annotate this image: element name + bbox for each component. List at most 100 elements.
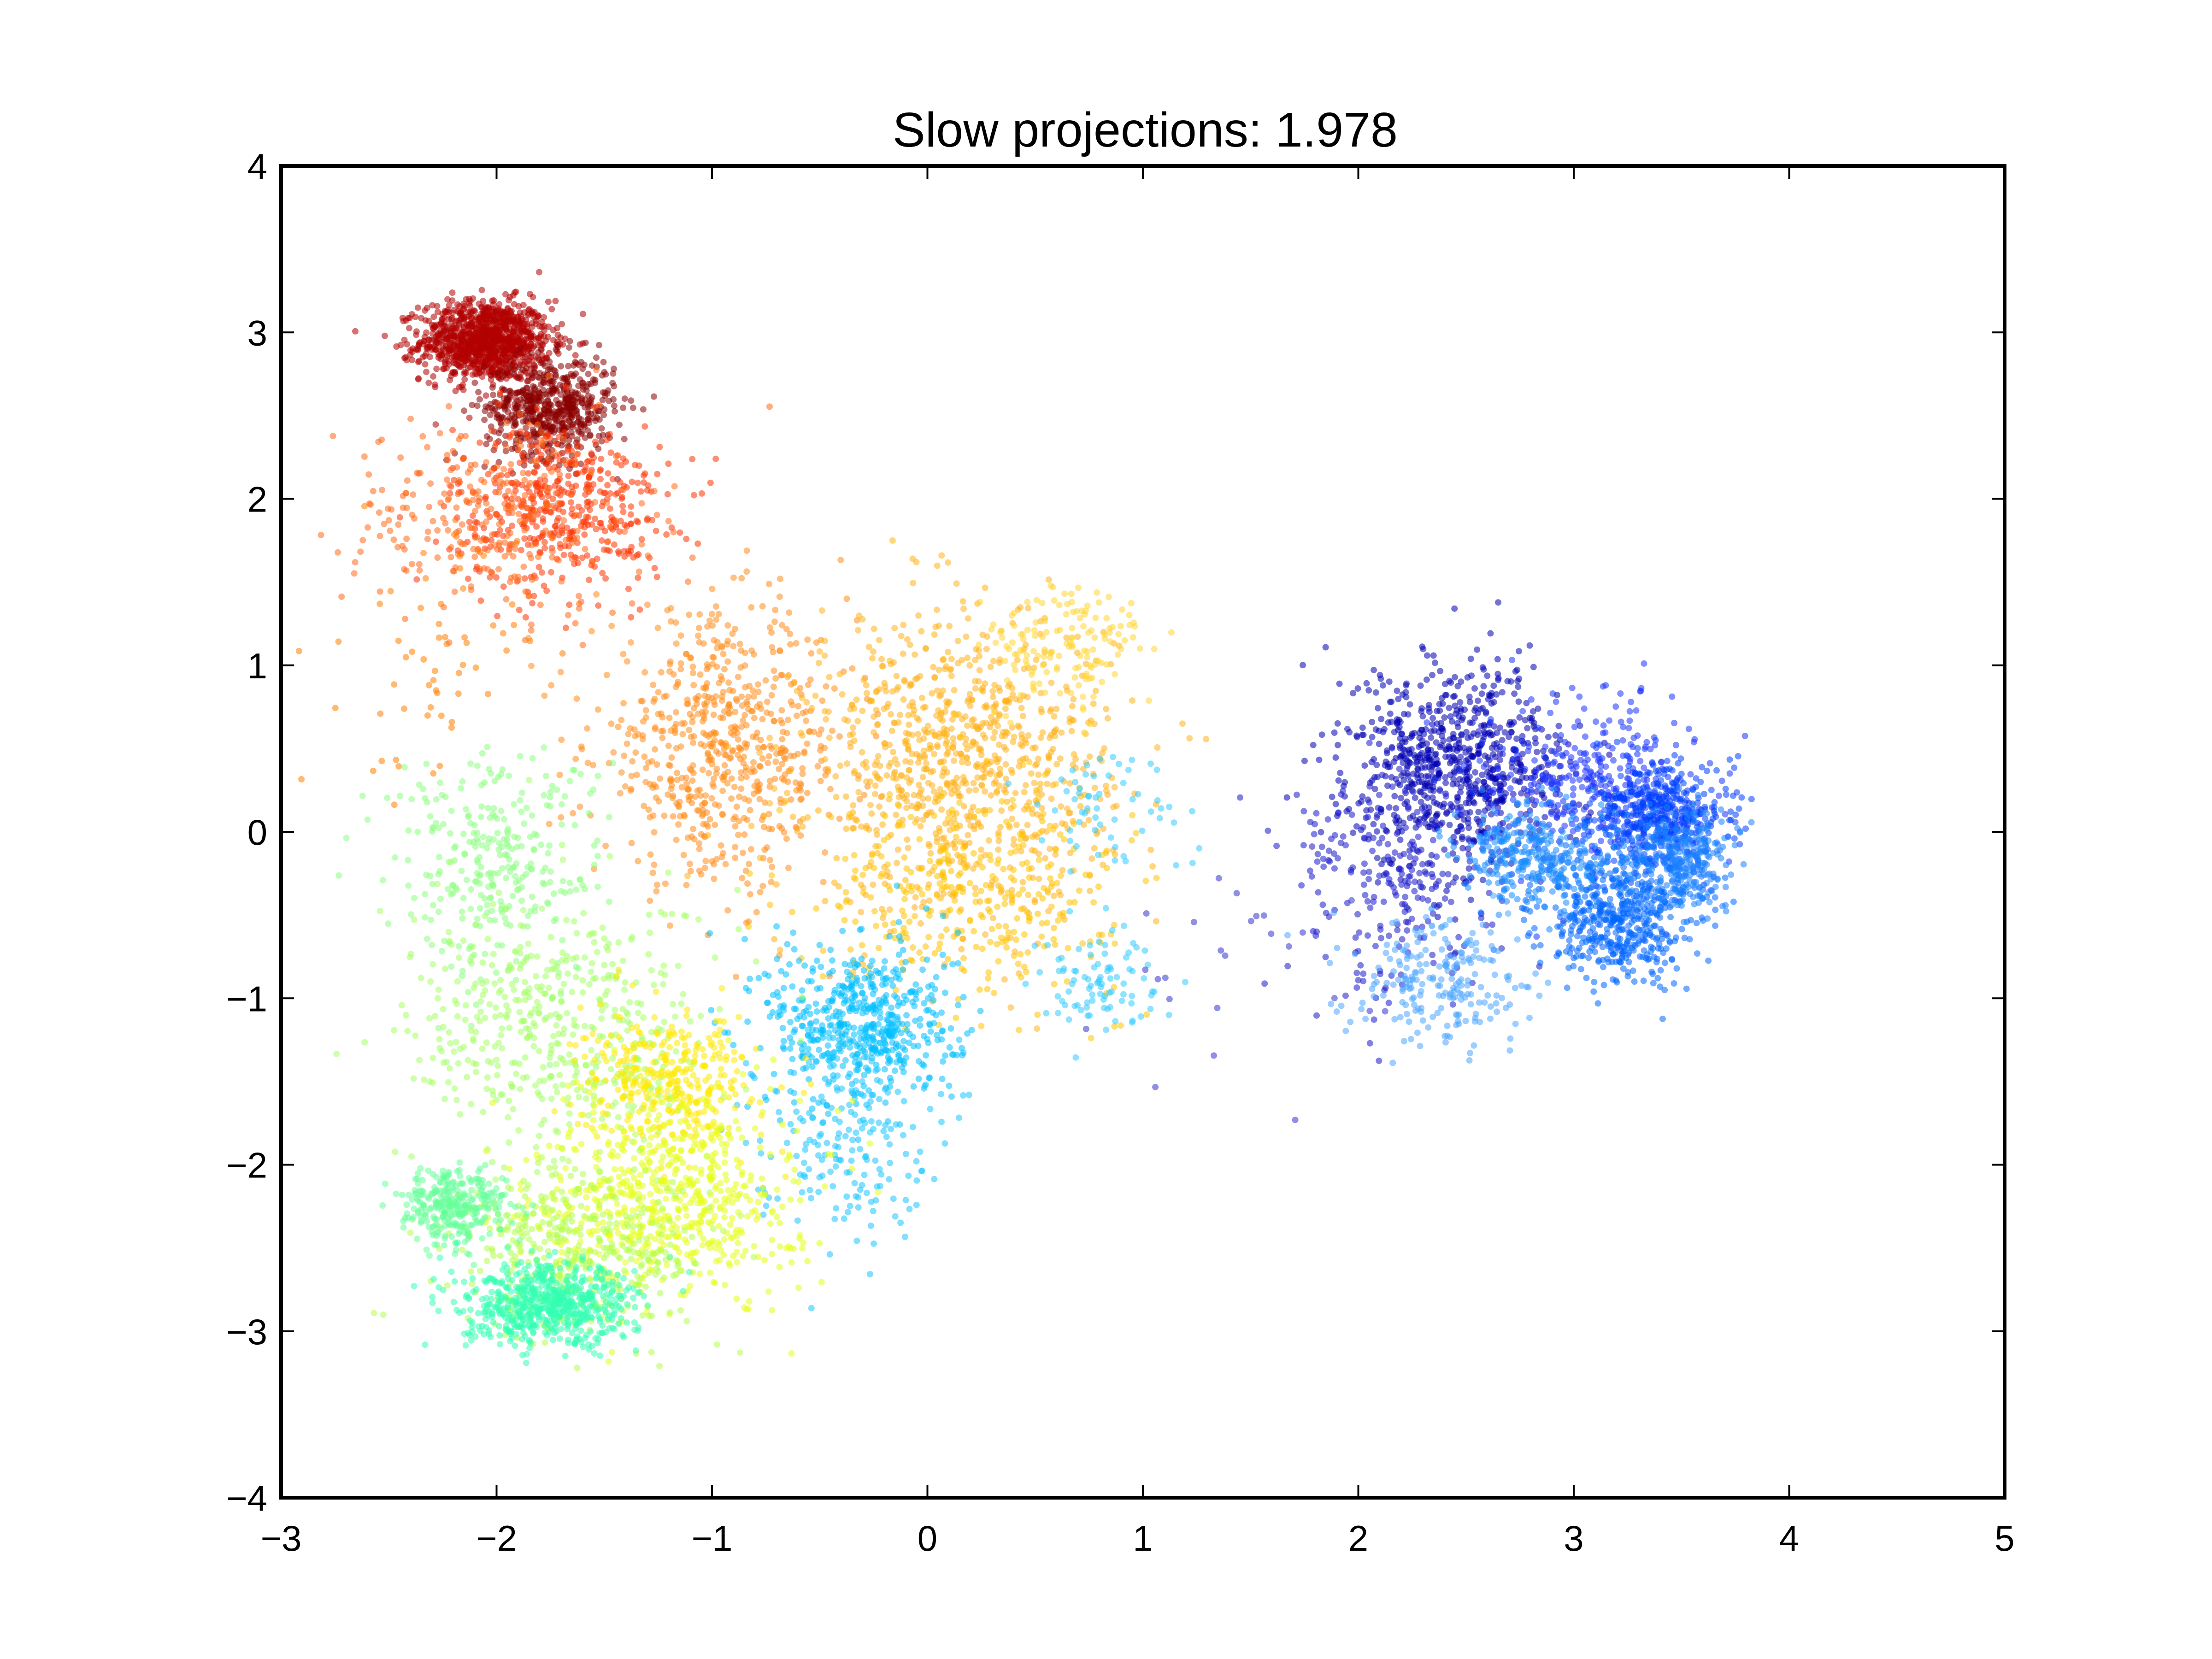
scatter-point [948, 672, 955, 679]
scatter-point [979, 684, 986, 691]
scatter-point [959, 935, 966, 942]
scatter-point [803, 1007, 810, 1014]
scatter-point [766, 800, 773, 807]
scatter-point [593, 354, 600, 361]
scatter-point [757, 854, 764, 861]
scatter-point [603, 671, 610, 678]
scatter-point [1016, 724, 1023, 731]
scatter-point [938, 806, 945, 813]
scatter-point [588, 450, 595, 457]
scatter-point [760, 744, 767, 751]
scatter-point [666, 922, 673, 929]
scatter-point [503, 443, 510, 450]
scatter-point [627, 520, 634, 527]
scatter-point [909, 999, 916, 1006]
scatter-point [616, 421, 623, 428]
scatter-point [893, 812, 900, 818]
scatter-point [655, 711, 662, 718]
scatter-point [427, 353, 433, 360]
scatter-point [912, 913, 918, 920]
scatter-point [1007, 1004, 1014, 1011]
scatter-point [569, 556, 576, 563]
scatter-point [902, 877, 909, 883]
scatter-point [558, 363, 565, 370]
scatter-point [901, 912, 907, 919]
scatter-point [941, 964, 947, 971]
scatter-point [719, 788, 726, 794]
scatter-point [951, 687, 958, 694]
scatter-point [748, 846, 755, 853]
scatter-point [977, 745, 984, 752]
scatter-point [842, 889, 849, 896]
scatter-point [736, 641, 743, 647]
scatter-point [365, 471, 372, 478]
scatter-point [454, 491, 461, 498]
scatter-point [955, 790, 962, 797]
scatter-point [1069, 703, 1076, 710]
scatter-point [683, 774, 690, 781]
scatter-point [837, 904, 844, 911]
scatter-point [910, 1083, 917, 1090]
scatter-point [585, 371, 592, 377]
scatter-point [710, 783, 717, 790]
scatter-point [995, 923, 1002, 930]
scatter-point [1111, 784, 1118, 791]
scatter-point [906, 918, 913, 925]
scatter-point [628, 772, 635, 779]
scatter-point [770, 683, 777, 690]
scatter-point [651, 829, 658, 835]
scatter-point [449, 289, 456, 296]
scatter-point [970, 739, 977, 746]
scatter-point [295, 647, 302, 654]
scatter-point [536, 390, 543, 397]
scatter-point [977, 888, 984, 894]
scatter-point [859, 871, 866, 878]
scatter-point [587, 506, 593, 513]
scatter-point [497, 389, 504, 396]
scatter-point [601, 406, 608, 413]
scatter-point [652, 726, 659, 733]
scatter-point [1041, 618, 1048, 624]
scatter-point [871, 625, 877, 632]
scatter-point [588, 469, 594, 476]
scatter-point [922, 704, 929, 711]
scatter-point [1042, 855, 1049, 862]
scatter-point [741, 935, 748, 942]
scatter-point [569, 539, 576, 546]
scatter-point [893, 673, 900, 680]
scatter-point [650, 682, 657, 688]
scatter-point [589, 459, 595, 466]
scatter-point [553, 490, 559, 497]
scatter-point [471, 332, 477, 339]
scatter-point [1081, 729, 1088, 736]
scatter-point [494, 336, 501, 343]
scatter-point [612, 491, 619, 498]
scatter-point [484, 547, 491, 553]
scatter-point [938, 1009, 945, 1016]
scatter-point [1036, 830, 1043, 836]
scatter-point [732, 625, 738, 632]
scatter-point [448, 544, 454, 551]
scatter-point [647, 897, 653, 904]
scatter-point [744, 741, 751, 748]
scatter-point [452, 517, 459, 524]
scatter-point [1087, 662, 1094, 669]
scatter-point [681, 720, 688, 727]
scatter-point [858, 909, 865, 915]
scatter-point [1106, 625, 1113, 632]
scatter-point [560, 517, 567, 524]
scatter-point [1058, 803, 1065, 810]
scatter-point [1089, 646, 1096, 653]
scatter-point [424, 444, 431, 451]
scatter-point [1103, 847, 1110, 854]
scatter-point [493, 440, 500, 447]
scatter-point [779, 1025, 786, 1031]
scatter-point [1026, 799, 1032, 806]
scatter-point [477, 439, 483, 446]
scatter-point [748, 604, 755, 611]
scatter-point [701, 800, 708, 806]
scatter-point [986, 852, 993, 859]
scatter-point [539, 440, 546, 447]
scatter-point [541, 545, 548, 552]
scatter-point [384, 505, 391, 512]
